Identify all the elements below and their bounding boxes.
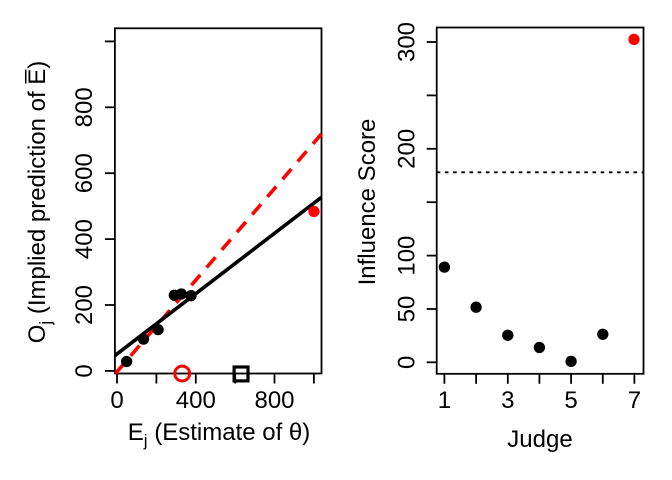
svg-text:400: 400 [176,387,216,414]
svg-text:800: 800 [71,87,98,127]
svg-text:50: 50 [393,296,420,323]
svg-text:200: 200 [71,285,98,325]
svg-text:Judge: Judge [507,426,572,453]
svg-text:1: 1 [438,387,451,414]
svg-text:0: 0 [110,387,123,414]
svg-text:600: 600 [71,153,98,193]
svg-text:3: 3 [501,387,514,414]
svg-text:100: 100 [393,236,420,276]
svg-text:300: 300 [393,22,420,62]
svg-text:200: 200 [393,129,420,169]
svg-text:5: 5 [564,387,577,414]
svg-text:0: 0 [393,356,420,369]
svg-text:7: 7 [628,387,641,414]
svg-text:400: 400 [71,219,98,259]
svg-text:Influence Score: Influence Score [354,119,381,286]
svg-text:Oj (Implied prediction of E̅): Oj (Implied prediction of E̅) [24,61,55,344]
svg-text:0: 0 [71,364,98,377]
svg-text:800: 800 [254,387,294,414]
svg-text:Ej (Estimate of θ): Ej (Estimate of θ) [128,419,311,450]
